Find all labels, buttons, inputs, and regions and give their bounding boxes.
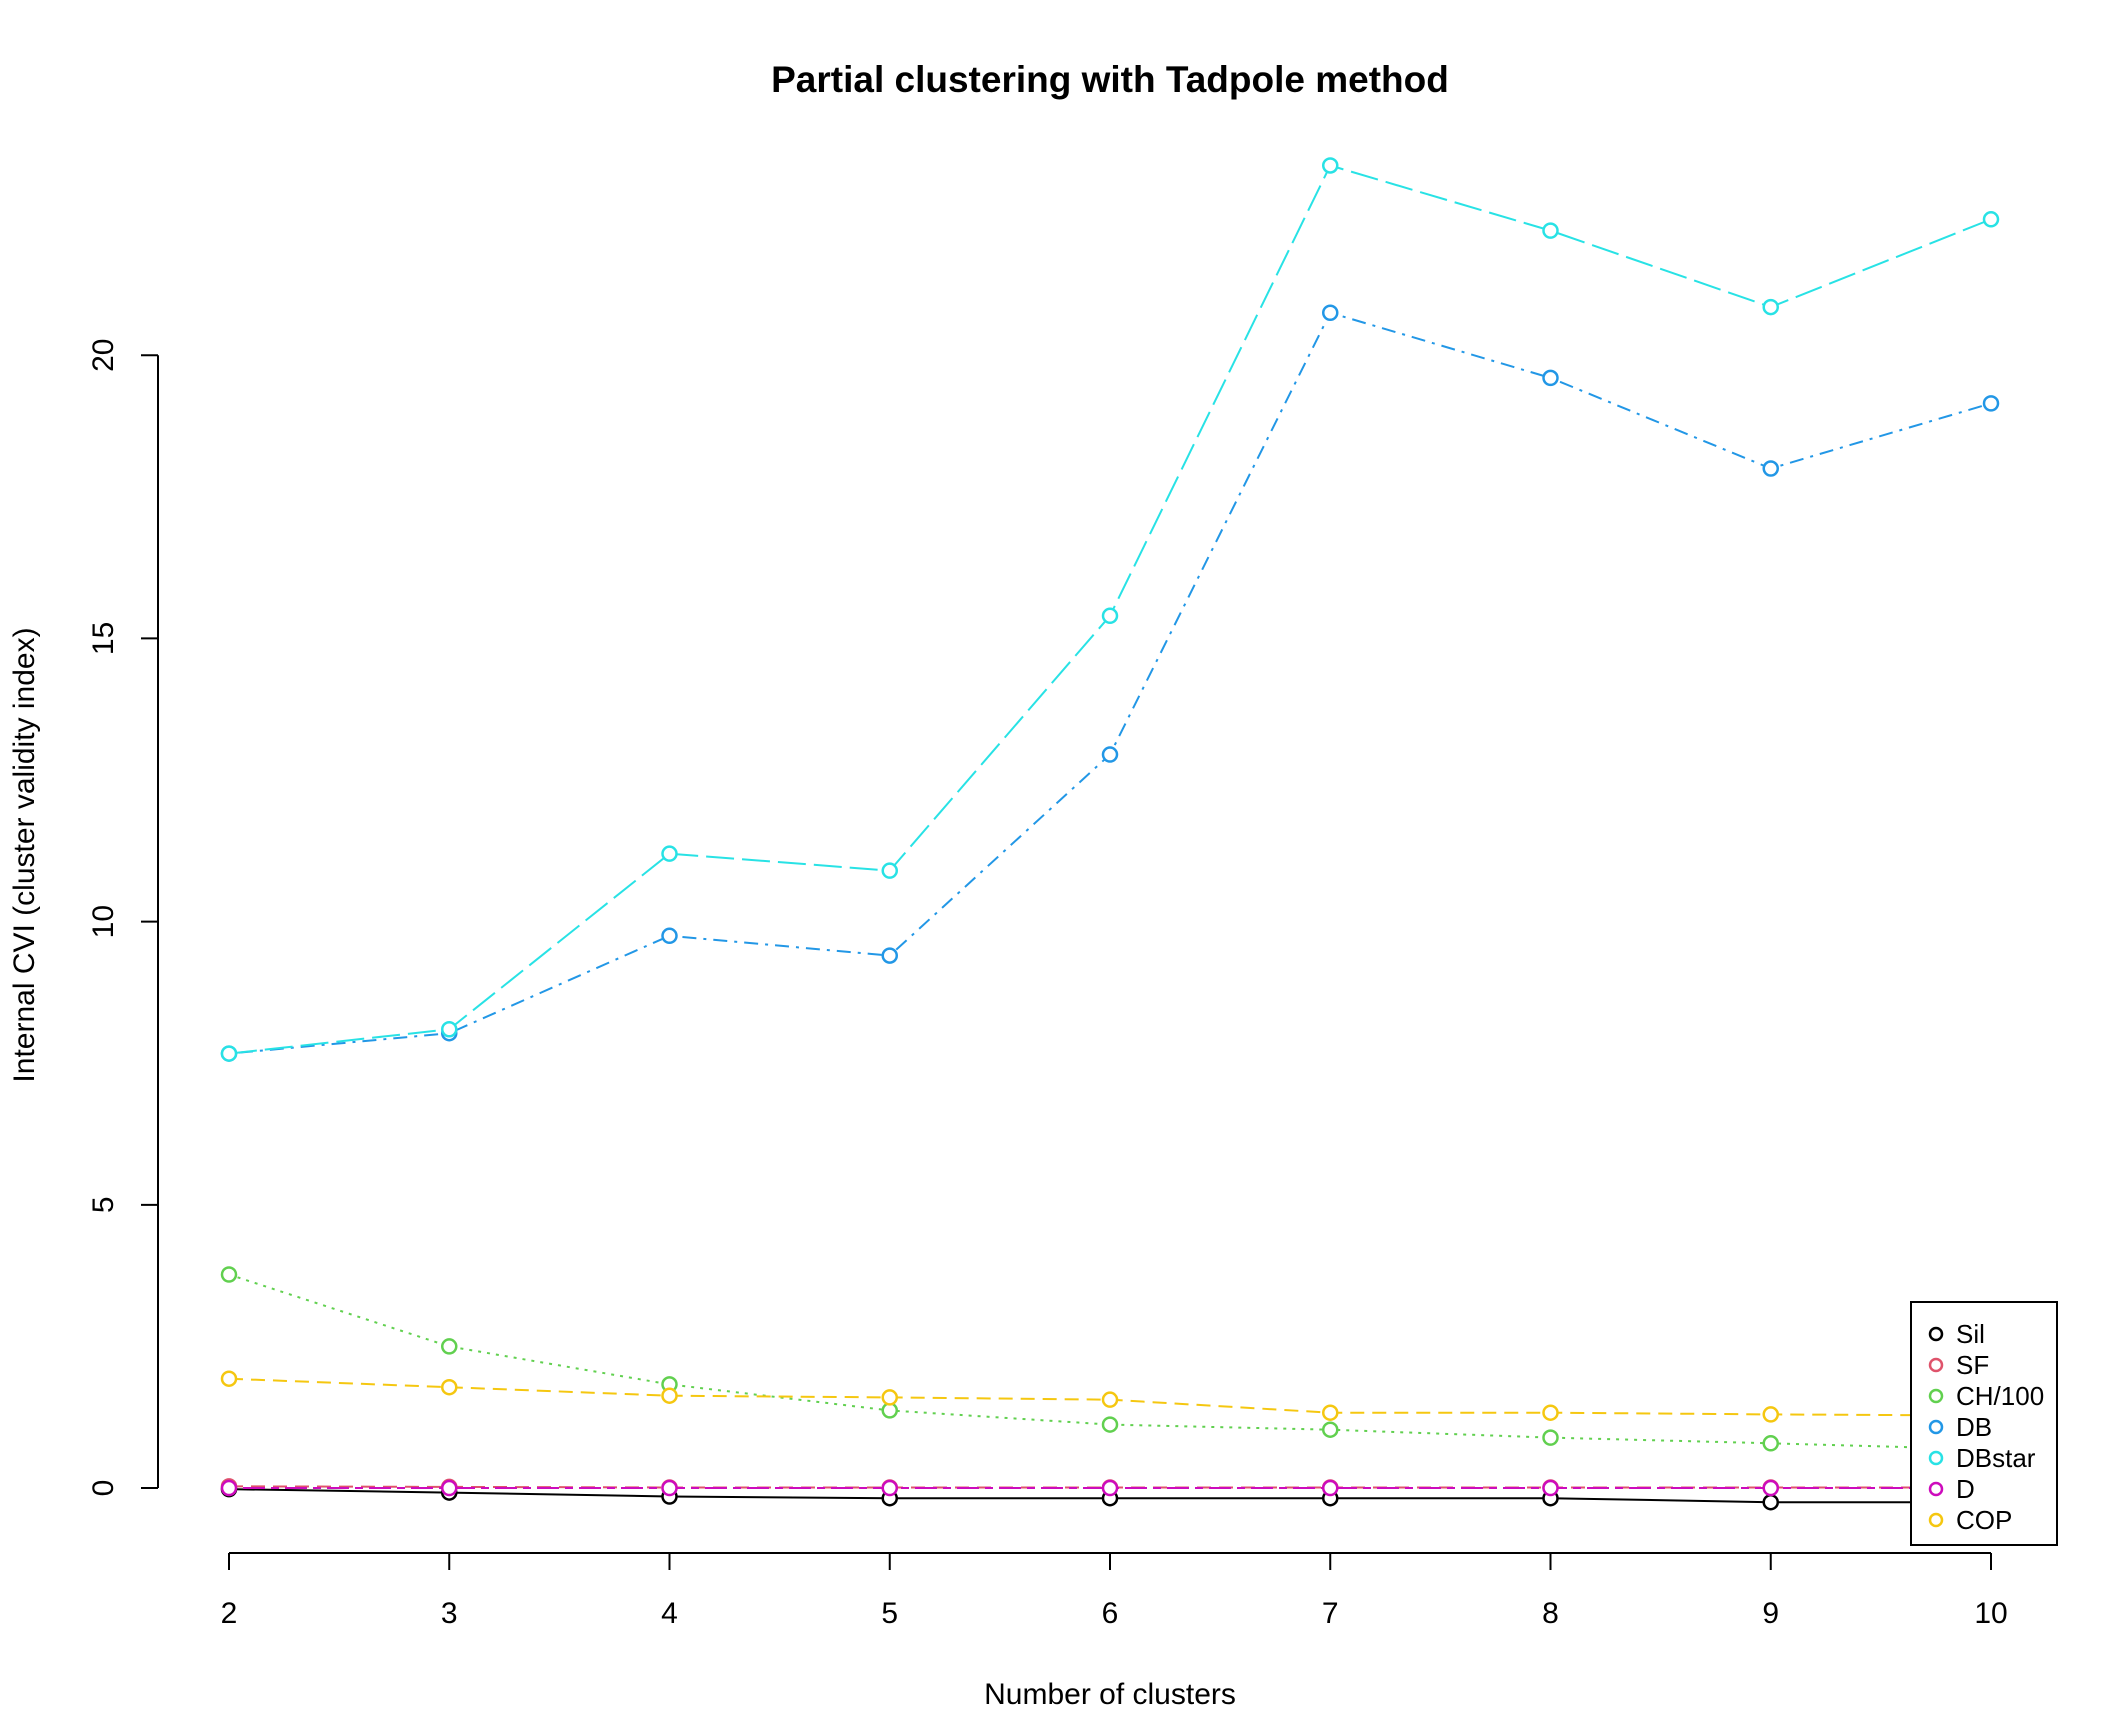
data-point-ch-100-3 [441,1338,458,1355]
legend-label-ch-100: CH/100 [1956,1381,2044,1411]
data-point-cop-7 [1322,1404,1339,1421]
data-point-dbstar-8 [1542,222,1559,239]
axes: 2 3 4 5 6 7 8 9 10 0 5 10 15 20 [87,339,2008,1630]
legend-label-dbstar: DBstar [1956,1443,2036,1473]
data-point-db-4 [661,927,678,945]
legend-marker-d [1928,1481,1944,1497]
data-point-cop-6 [1101,1391,1119,1408]
data-point-dbstar-2 [220,1045,238,1062]
data-point-ch-100-6 [1101,1416,1119,1433]
legend-label-db: DB [1956,1412,1992,1442]
data-point-ch-100-9 [1762,1435,1779,1452]
data-point-sil-9 [1762,1493,1779,1511]
y-tick-label-0: 0 [87,1480,120,1497]
x-tick-label-5: 5 [881,1597,898,1630]
data-point-db-7 [1322,304,1339,322]
x-tick-label-2: 2 [221,1597,238,1630]
data-point-ch-100-8 [1542,1429,1559,1446]
y-axis-label: Internal CVI (cluster validity index) [8,627,41,1082]
data-point-ch-100-2 [220,1266,238,1283]
data-point-d-6 [1101,1479,1119,1497]
x-axis-label: Number of clusters [984,1678,1236,1711]
x-tick-label-8: 8 [1542,1597,1559,1630]
data-point-dbstar-10 [1982,211,2000,228]
data-point-d-9 [1762,1479,1779,1497]
y-tick-label-5: 5 [87,1196,120,1213]
series-layer [220,157,2000,1511]
legend-marker-ch-100 [1928,1388,1944,1404]
legend-marker-dbstar [1928,1450,1944,1466]
legend-label-sil: Sil [1956,1319,1985,1349]
legend-label-cop: COP [1956,1505,2012,1535]
x-tick-label-7: 7 [1322,1597,1339,1630]
y-tick-label-10: 10 [87,905,120,938]
data-point-db-9 [1762,460,1779,477]
x-tick-label-3: 3 [441,1597,458,1630]
x-tick-label-10: 10 [1974,1597,2007,1630]
data-point-d-8 [1542,1479,1559,1497]
data-point-cop-9 [1762,1406,1779,1423]
data-point-d-4 [661,1479,678,1497]
data-point-ch-100-7 [1322,1421,1339,1438]
legend-marker-cop [1928,1512,1944,1528]
data-point-db-5 [881,947,898,964]
y-tick-label-15: 15 [87,622,120,655]
x-tick-label-4: 4 [661,1597,678,1630]
series-cop [220,1370,2000,1424]
data-point-d-7 [1322,1479,1339,1497]
data-point-cop-2 [220,1370,238,1387]
data-point-d-2 [220,1479,238,1497]
series-d [220,1479,2000,1497]
data-point-dbstar-3 [441,1020,458,1038]
data-point-cop-3 [441,1378,458,1396]
data-point-dbstar-5 [881,862,898,879]
series-line-db [228,311,1992,1055]
legend-label-sf: SF [1956,1350,1989,1380]
data-point-cop-8 [1542,1404,1559,1421]
y-tick-label-20: 20 [87,339,120,372]
data-point-d-5 [881,1479,898,1497]
series-line-ch-100 [228,1273,1992,1451]
legend-marker-sil [1928,1326,1944,1342]
data-point-dbstar-6 [1101,607,1119,625]
legend-marker-db [1928,1419,1944,1435]
data-point-db-8 [1542,369,1559,387]
data-point-db-10 [1982,395,2000,412]
data-point-cop-5 [881,1389,898,1406]
series-ch-100 [220,1266,2000,1458]
data-point-d-3 [441,1479,458,1497]
data-point-dbstar-4 [661,845,678,862]
legend-label-d: D [1956,1474,1975,1504]
data-point-dbstar-9 [1762,298,1779,316]
x-tick-label-6: 6 [1102,1597,1119,1630]
legend-marker-sf [1928,1357,1944,1373]
chart-title: Partial clustering with Tadpole method [771,59,1449,100]
data-point-cop-4 [661,1387,678,1404]
series-dbstar [220,157,2000,1062]
x-tick-label-9: 9 [1762,1597,1779,1630]
data-point-dbstar-7 [1322,157,1339,174]
data-point-db-6 [1101,746,1119,763]
series-db [220,304,2000,1062]
